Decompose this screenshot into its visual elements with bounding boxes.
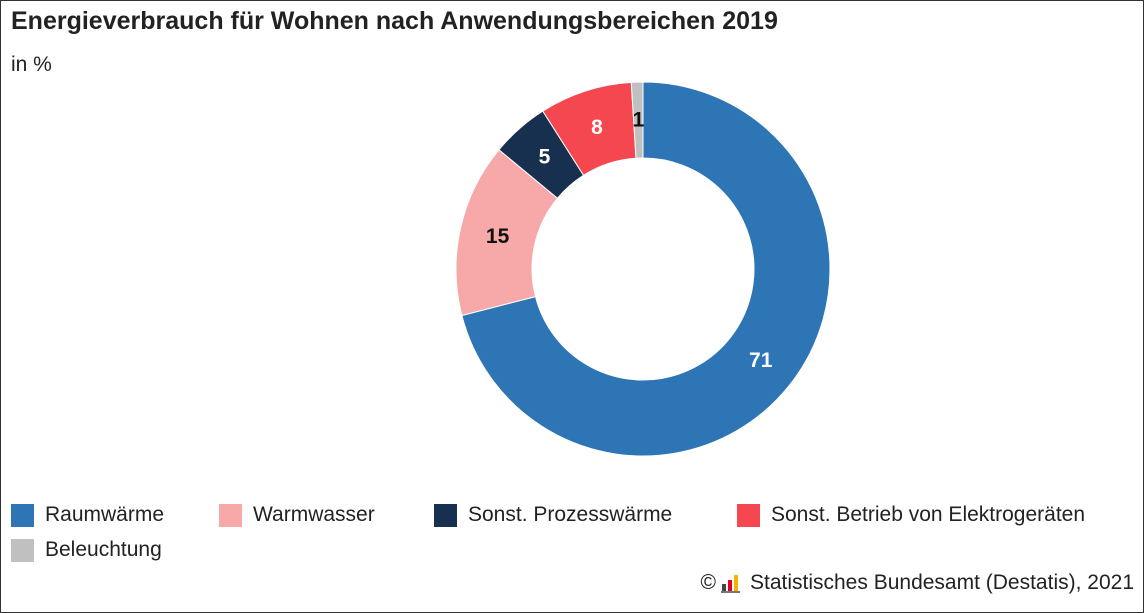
- legend-item-prozesswaerme: Sonst. Prozesswärme: [434, 503, 672, 527]
- legend-item-beleuchtung: Beleuchtung: [11, 538, 162, 562]
- destatis-logo-icon: [720, 575, 740, 593]
- legend-item-elektrogeraete: Sonst. Betrieb von Elektrogeräten: [737, 503, 1085, 527]
- legend-label: Raumwärme: [45, 503, 165, 526]
- legend-label: Sonst. Betrieb von Elektrogeräten: [771, 503, 1086, 526]
- legend-swatch: [219, 503, 242, 527]
- legend-item-warmwasser: Warmwasser: [219, 503, 375, 527]
- data-label-1: 15: [486, 225, 510, 248]
- donut-slice-0: [461, 81, 831, 457]
- data-label-2: 5: [539, 146, 551, 169]
- legend-label: Beleuchtung: [45, 538, 162, 561]
- copyright-symbol: ©: [700, 571, 716, 594]
- legend-label: Sonst. Prozesswärme: [468, 503, 673, 526]
- data-label-4: 1: [632, 109, 644, 132]
- data-label-0: 71: [749, 349, 773, 372]
- chart-title: Energieverbrauch für Wohnen nach Anwendu…: [11, 7, 778, 35]
- source-credit: © Statistisches Bundesamt (Destatis), 20…: [701, 571, 1135, 595]
- legend-swatch: [434, 503, 457, 527]
- donut-slice-4: [630, 81, 644, 159]
- data-label-3: 8: [591, 116, 603, 139]
- legend-item-raumwaerme: Raumwärme: [11, 503, 164, 527]
- legend-swatch: [11, 503, 34, 527]
- donut-chart: 71 15 5 8 1: [455, 81, 831, 457]
- chart-subtitle: in %: [11, 53, 52, 76]
- legend-swatch: [737, 503, 760, 527]
- source-text: Statistisches Bundesamt (Destatis), 2021: [749, 571, 1134, 594]
- legend-swatch: [11, 538, 34, 562]
- legend-label: Warmwasser: [253, 503, 375, 526]
